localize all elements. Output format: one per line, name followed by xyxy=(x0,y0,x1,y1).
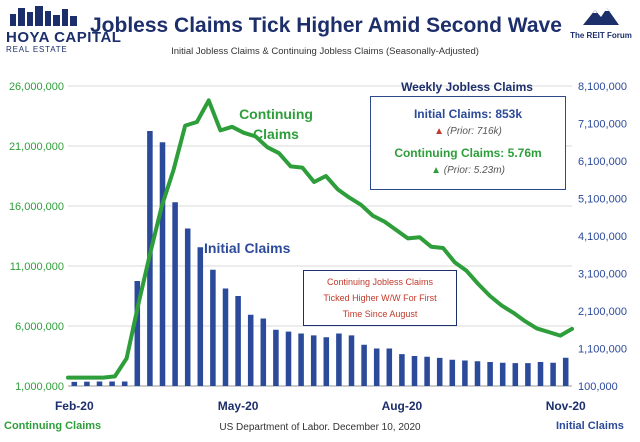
legend-box: Initial Claims: 853k ▲ (Prior: 716k) Con… xyxy=(370,96,566,190)
initial-claims-bar xyxy=(537,362,544,386)
initial-claims-bar xyxy=(386,348,393,386)
initial-claims-bar xyxy=(462,360,468,386)
initial-claims-bar xyxy=(172,202,178,386)
left-axis-ticks: 1,000,000 6,000,000 11,000,000 16,000,000 21… xyxy=(9,81,64,393)
right-tick-label: 1,100,000 xyxy=(578,344,627,356)
right-tick-label: 5,100,000 xyxy=(578,194,627,206)
initial-claims-bar xyxy=(96,381,103,386)
initial-claims-bar xyxy=(210,269,216,386)
initial-claims-bar xyxy=(235,296,241,386)
initial-claims-bar xyxy=(424,356,430,386)
logo-name: HOYA CAPITAL xyxy=(6,29,122,46)
left-tick-label: 1,000,000 xyxy=(15,381,64,393)
left-tick-label: 21,000,000 xyxy=(9,141,64,153)
chart-subtitle: Initial Jobless Claims & Continuing Jobl… xyxy=(171,46,479,57)
initial-claims-bar xyxy=(84,381,90,386)
initial-claims-bar xyxy=(449,359,456,386)
chart-title: Jobless Claims Tick Higher Amid Second W… xyxy=(90,14,562,37)
initial-claims-bar xyxy=(109,381,115,386)
initial-claims-bar xyxy=(222,288,229,386)
initial-claims-bar xyxy=(134,281,141,386)
left-tick-label: 11,000,000 xyxy=(10,261,64,273)
x-tick-label: May-20 xyxy=(218,399,259,413)
legend-initial-prior: (Prior: 716k) xyxy=(446,126,502,137)
initial-claims-bar xyxy=(525,363,531,386)
right-tick-label: 6,100,000 xyxy=(578,156,627,168)
initial-claims-bar xyxy=(260,318,267,386)
left-tick-label: 16,000,000 xyxy=(9,201,64,213)
initial-claims-bar xyxy=(159,142,166,386)
initial-claims-bar xyxy=(285,331,292,386)
initial-claims-bar xyxy=(273,329,279,386)
legend-continuing-prior-row: ▲ (Prior: 5.23m) xyxy=(371,165,565,176)
annotation-line-3: Time Since August xyxy=(342,309,418,319)
initial-claims-bar xyxy=(310,335,317,386)
skyline-icon xyxy=(10,6,77,26)
continuing-series-label: Continuing Claims xyxy=(226,104,326,144)
legend-initial-prior-row: ▲ (Prior: 716k) xyxy=(371,126,565,137)
initial-claims-bar xyxy=(399,354,405,386)
right-tick-label: 4,100,000 xyxy=(578,231,627,243)
initial-claims-bar xyxy=(562,357,569,386)
initial-claims-bar xyxy=(121,381,128,386)
legend-continuing: Continuing Claims: 5.76m xyxy=(394,146,542,160)
initial-claims-bar xyxy=(512,363,519,386)
initial-claims-bar xyxy=(247,314,254,386)
initial-claims-bar xyxy=(499,362,506,386)
legend-title: Weekly Jobless Claims xyxy=(401,80,533,94)
initial-claims-bar xyxy=(361,344,367,386)
initial-claims-bar xyxy=(550,362,556,386)
up-triangle-icon: ▲ xyxy=(431,165,441,176)
annotation-line-2: Ticked Higher W/W For First xyxy=(323,293,437,303)
continuing-claims-path xyxy=(66,98,574,380)
reit-forum-name: The REIT Forum xyxy=(570,31,632,40)
initial-series-label: Initial Claims xyxy=(204,240,291,256)
right-axis-ticks: 100,000 1,100,000 2,100,000 3,100,000 4,100,… xyxy=(578,81,627,393)
right-tick-label: 100,000 xyxy=(578,381,618,393)
right-tick-label: 2,100,000 xyxy=(578,306,627,318)
initial-claims-bar xyxy=(298,333,304,386)
right-tick-label: 3,100,000 xyxy=(578,269,627,281)
initial-claims-bar xyxy=(436,357,443,386)
right-axis-caption: Initial Claims xyxy=(556,420,624,432)
initial-claims-bar xyxy=(487,362,493,386)
initial-claims-bar xyxy=(197,247,204,386)
mountain-icon xyxy=(583,8,619,25)
initial-claims-bar xyxy=(184,228,191,386)
left-tick-label: 6,000,000 xyxy=(15,321,64,333)
annotation-line-1: Continuing Jobless Claims xyxy=(326,277,434,287)
right-tick-label: 8,100,000 xyxy=(578,81,627,93)
initial-claims-bar xyxy=(323,337,330,386)
up-triangle-icon: ▲ xyxy=(434,126,445,137)
x-tick-label: Feb-20 xyxy=(55,399,94,413)
x-axis-ticks: Feb-20 May-20 Aug-20 Nov-20 xyxy=(55,399,586,413)
continuing-label-line2: Claims xyxy=(253,126,299,142)
continuing-label-line1: Continuing xyxy=(239,106,313,122)
left-axis-caption: Continuing Claims xyxy=(4,420,102,432)
initial-claims-bar xyxy=(336,333,342,386)
right-tick-label: 7,100,000 xyxy=(578,119,627,131)
logo-subtitle: REAL ESTATE xyxy=(6,45,68,54)
initial-claims-bar xyxy=(71,381,78,386)
hoya-capital-logo: HOYA CAPITAL REAL ESTATE xyxy=(6,6,122,60)
legend-continuing-prior: (Prior: 5.23m) xyxy=(443,165,505,176)
x-tick-label: Nov-20 xyxy=(546,399,586,413)
source-note: US Department of Labor. December 10, 202… xyxy=(219,422,421,433)
initial-claims-bar xyxy=(474,361,481,386)
initial-claims-bar xyxy=(348,335,355,386)
legend-initial: Initial Claims: 853k xyxy=(413,107,523,121)
x-tick-label: Aug-20 xyxy=(382,399,423,413)
continuing-claims-line xyxy=(66,98,574,380)
initial-claims-bar xyxy=(411,356,418,386)
annotation-box: Continuing Jobless Claims Ticked Higher … xyxy=(303,270,457,326)
initial-claims-bar xyxy=(373,348,380,386)
left-tick-label: 26,000,000 xyxy=(9,81,64,93)
reit-forum-logo: The REIT Forum xyxy=(566,6,636,42)
